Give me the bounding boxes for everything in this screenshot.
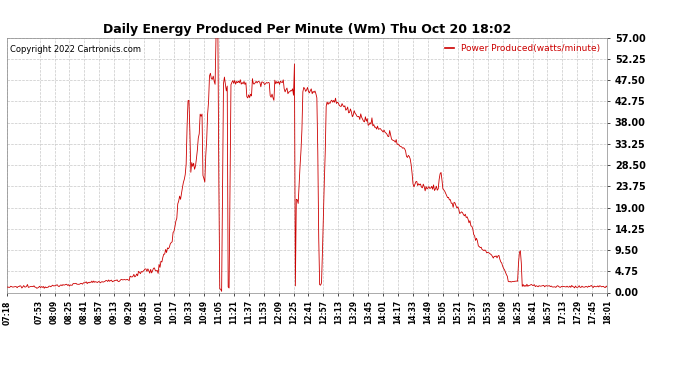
- Legend: Power Produced(watts/minute): Power Produced(watts/minute): [442, 40, 604, 56]
- Title: Daily Energy Produced Per Minute (Wm) Thu Oct 20 18:02: Daily Energy Produced Per Minute (Wm) Th…: [103, 23, 511, 36]
- Text: Copyright 2022 Cartronics.com: Copyright 2022 Cartronics.com: [10, 45, 141, 54]
